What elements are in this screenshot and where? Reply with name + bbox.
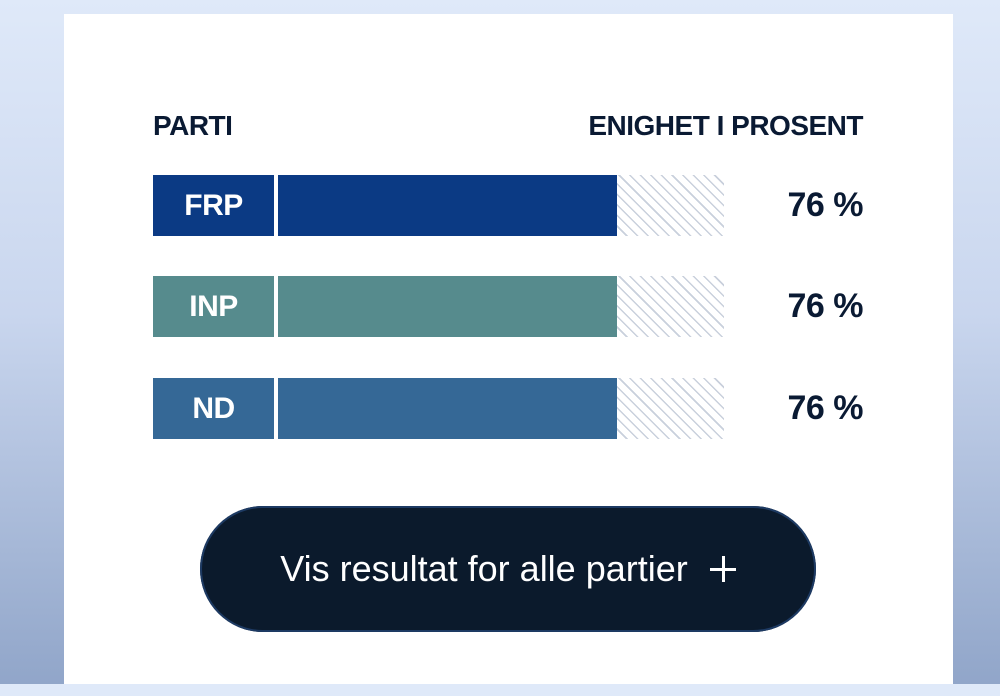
plus-icon [709, 556, 736, 582]
party-row-inp: INP 76 % [153, 276, 864, 337]
party-name: FRP [184, 188, 243, 222]
party-row-nd: ND 76 % [153, 378, 864, 439]
page-bottom-band [0, 684, 1000, 696]
agreement-bar-fill [278, 276, 617, 337]
party-label-box: ND [153, 378, 274, 439]
agreement-percent: 76 % [787, 389, 864, 427]
agreement-column-header: ENIGHET I PROSENT [588, 110, 863, 141]
party-label-box: FRP [153, 175, 274, 236]
show-all-parties-label: Vis resultat for alle partier [280, 548, 688, 589]
agreement-percent: 76 % [787, 186, 864, 224]
agreement-percent: 76 % [787, 287, 864, 325]
party-label-box: INP [153, 276, 274, 337]
agreement-bar-track [278, 276, 724, 337]
agreement-bar-fill [278, 378, 617, 439]
party-name: INP [189, 289, 238, 323]
show-all-parties-button[interactable]: Vis resultat for alle partier [200, 506, 816, 632]
agreement-bar-track [278, 175, 724, 236]
party-name: ND [192, 391, 235, 425]
agreement-bar-fill [278, 175, 617, 236]
agreement-bar-track [278, 378, 724, 439]
party-column-header: PARTI [153, 110, 233, 141]
party-row-frp: FRP 76 % [153, 175, 864, 236]
